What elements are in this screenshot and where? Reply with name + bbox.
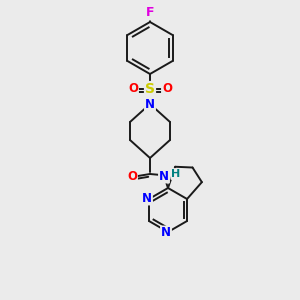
Text: O: O (127, 170, 137, 184)
Text: O: O (162, 82, 172, 95)
Text: H: H (171, 169, 181, 179)
Text: O: O (128, 82, 138, 95)
Text: S: S (145, 82, 155, 96)
Text: F: F (146, 7, 154, 20)
Text: N: N (145, 98, 155, 110)
Text: N: N (142, 191, 152, 205)
Text: N: N (159, 169, 169, 182)
Text: N: N (161, 226, 171, 239)
